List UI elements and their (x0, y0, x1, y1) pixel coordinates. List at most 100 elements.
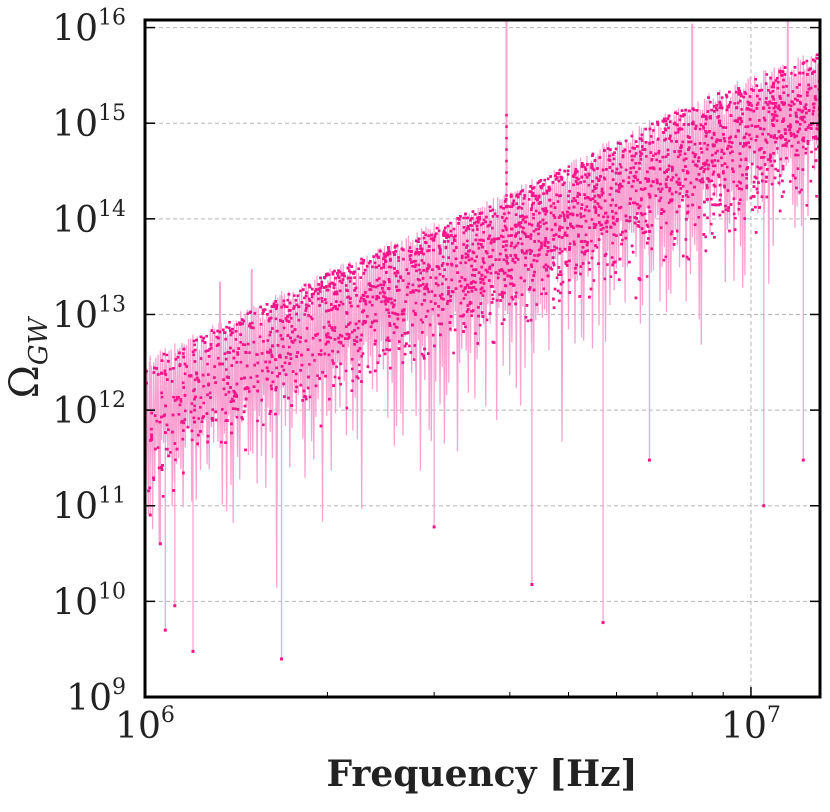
scatter-point (466, 217, 469, 220)
scatter-point (553, 264, 556, 267)
scatter-point (274, 413, 277, 416)
scatter-point (796, 121, 799, 124)
scatter-point (476, 217, 479, 220)
scatter-point (775, 79, 778, 82)
scatter-point (402, 258, 405, 261)
scatter-point (191, 402, 194, 405)
dip-point (762, 504, 765, 507)
scatter-point (273, 303, 276, 306)
scatter-point (661, 208, 664, 211)
scatter-point (324, 353, 327, 356)
scatter-point (727, 189, 730, 192)
scatter-point (346, 312, 349, 315)
scatter-point (574, 199, 577, 202)
scatter-point (450, 234, 453, 237)
scatter-point (554, 216, 557, 219)
scatter-point (412, 310, 415, 313)
scatter-point (773, 107, 776, 110)
scatter-point (502, 270, 505, 273)
scatter-point (603, 177, 606, 180)
scatter-point (706, 216, 709, 219)
scatter-point (317, 292, 320, 295)
scatter-point (772, 96, 775, 99)
scatter-point (521, 243, 524, 246)
scatter-point (766, 168, 769, 171)
scatter-point (631, 155, 634, 158)
scatter-point (747, 101, 750, 104)
scatter-point (681, 199, 684, 202)
scatter-point (385, 303, 388, 306)
scatter-point (596, 177, 599, 180)
scatter-point (782, 144, 785, 147)
scatter-point (229, 347, 232, 350)
scatter-point (760, 89, 763, 92)
scatter-point (306, 327, 309, 330)
scatter-point (475, 255, 478, 258)
scatter-point (283, 327, 286, 330)
scatter-point (194, 379, 197, 382)
scatter-point (339, 383, 342, 386)
scatter-point (559, 270, 562, 273)
scatter-point (490, 255, 493, 258)
scatter-point (214, 411, 217, 414)
scatter-point (580, 216, 583, 219)
scatter-point (644, 187, 647, 190)
scatter-point (374, 340, 377, 343)
scatter-point (154, 448, 157, 451)
scatter-point (517, 242, 520, 245)
scatter-point (498, 258, 501, 261)
scatter-point (563, 234, 566, 237)
scatter-point (460, 262, 463, 265)
scatter-point (629, 171, 632, 174)
scatter-point (665, 186, 668, 189)
scatter-point (332, 362, 335, 365)
scatter-point (262, 424, 265, 427)
scatter-point (313, 359, 316, 362)
scatter-point (772, 152, 775, 155)
scatter-point (444, 227, 447, 230)
scatter-point (364, 269, 367, 272)
scatter-point (353, 276, 356, 279)
scatter-point (455, 246, 458, 249)
scatter-point (557, 200, 560, 203)
scatter-point (393, 331, 396, 334)
scatter-point (409, 246, 412, 249)
scatter-point (425, 315, 428, 318)
scatter-point (605, 226, 608, 229)
scatter-point (412, 291, 415, 294)
scatter-point (493, 290, 496, 293)
scatter-point (797, 167, 800, 170)
scatter-point (167, 360, 170, 363)
scatter-point (757, 181, 760, 184)
scatter-point (807, 126, 810, 129)
scatter-point (624, 149, 627, 152)
scatter-point (458, 218, 461, 221)
scatter-point (202, 402, 205, 405)
scatter-point (492, 209, 495, 212)
scatter-point (422, 253, 425, 256)
scatter-point (274, 389, 277, 392)
scatter-point (523, 194, 526, 197)
scatter-point (650, 151, 653, 154)
scatter-point (724, 178, 727, 181)
scatter-point (362, 309, 365, 312)
scatter-point (268, 361, 271, 364)
scatter-point (601, 190, 604, 193)
scatter-point (556, 176, 559, 179)
scatter-point (641, 227, 644, 230)
scatter-point (171, 380, 174, 383)
scatter-point (782, 91, 785, 94)
scatter-point (253, 364, 256, 367)
scatter-point (635, 297, 638, 300)
scatter-point (425, 241, 428, 244)
scatter-point (184, 418, 187, 421)
scatter-point (580, 265, 583, 268)
scatter-point (782, 165, 785, 168)
scatter-point (685, 238, 688, 241)
scatter-point (369, 260, 372, 263)
scatter-point (353, 343, 356, 346)
scatter-point (807, 84, 810, 87)
scatter-point (505, 260, 508, 263)
scatter-point (545, 253, 548, 256)
scatter-point (679, 150, 682, 153)
